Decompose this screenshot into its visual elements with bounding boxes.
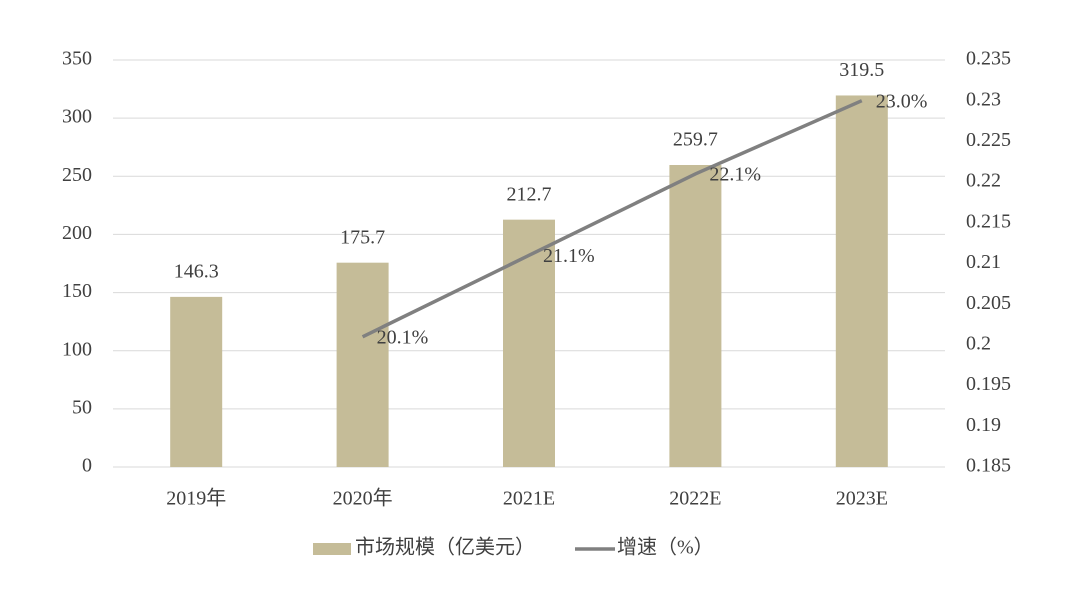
line bbox=[361, 99, 863, 339]
y2-tick-label: 0.235 bbox=[966, 48, 1011, 70]
y2-tick-label: 0.225 bbox=[966, 129, 1011, 151]
y-tick-label: 200 bbox=[62, 222, 92, 244]
y-tick-label: 150 bbox=[62, 280, 92, 302]
x-tick-label: 2021E bbox=[503, 488, 555, 510]
line-value-label: 21.1% bbox=[543, 245, 595, 267]
bar-value-label: 319.5 bbox=[839, 59, 884, 81]
bar bbox=[669, 165, 722, 468]
y2-tick-label: 0.215 bbox=[966, 210, 1011, 232]
y2-tick-label: 0.19 bbox=[966, 414, 1001, 436]
y2-tick-label: 0.195 bbox=[966, 373, 1011, 395]
bar bbox=[835, 95, 888, 468]
y-tick-label: 50 bbox=[72, 396, 92, 418]
legend-label: 市场规模（亿美元） bbox=[355, 536, 535, 559]
bar-value-label: 259.7 bbox=[673, 129, 718, 151]
y-tick-label: 350 bbox=[62, 48, 92, 70]
line-value-label: 23.0% bbox=[876, 90, 928, 112]
line-value-label: 22.1% bbox=[709, 164, 761, 186]
y2-tick-label: 0.22 bbox=[966, 170, 1001, 192]
x-tick-label: 2022E bbox=[669, 488, 721, 510]
x-tick-label: 2023E bbox=[836, 488, 888, 510]
y2-tick-label: 0.23 bbox=[966, 88, 1001, 110]
y-tick-label: 100 bbox=[62, 338, 92, 360]
bar bbox=[503, 219, 555, 467]
y-tick-label: 300 bbox=[62, 106, 92, 128]
y2-tick-label: 0.205 bbox=[966, 292, 1011, 314]
line-value-label: 20.1% bbox=[377, 326, 429, 348]
y-tick-label: 250 bbox=[62, 164, 92, 186]
x-tick-label: 2019年 bbox=[166, 487, 226, 510]
y2-tick-label: 0.2 bbox=[966, 332, 991, 354]
x-tick-label: 2020年 bbox=[333, 487, 393, 510]
y2-tick-label: 0.21 bbox=[966, 251, 1001, 273]
legend-swatch bbox=[313, 543, 351, 555]
bar-value-label: 146.3 bbox=[174, 260, 219, 282]
bar bbox=[336, 262, 389, 467]
bar-value-label: 212.7 bbox=[507, 183, 552, 205]
bar bbox=[170, 296, 223, 467]
y-tick-label: 0 bbox=[82, 455, 92, 477]
y2-tick-label: 0.185 bbox=[966, 455, 1011, 477]
bar-value-label: 175.7 bbox=[340, 226, 385, 248]
legend-label: 增速（%） bbox=[617, 536, 714, 559]
